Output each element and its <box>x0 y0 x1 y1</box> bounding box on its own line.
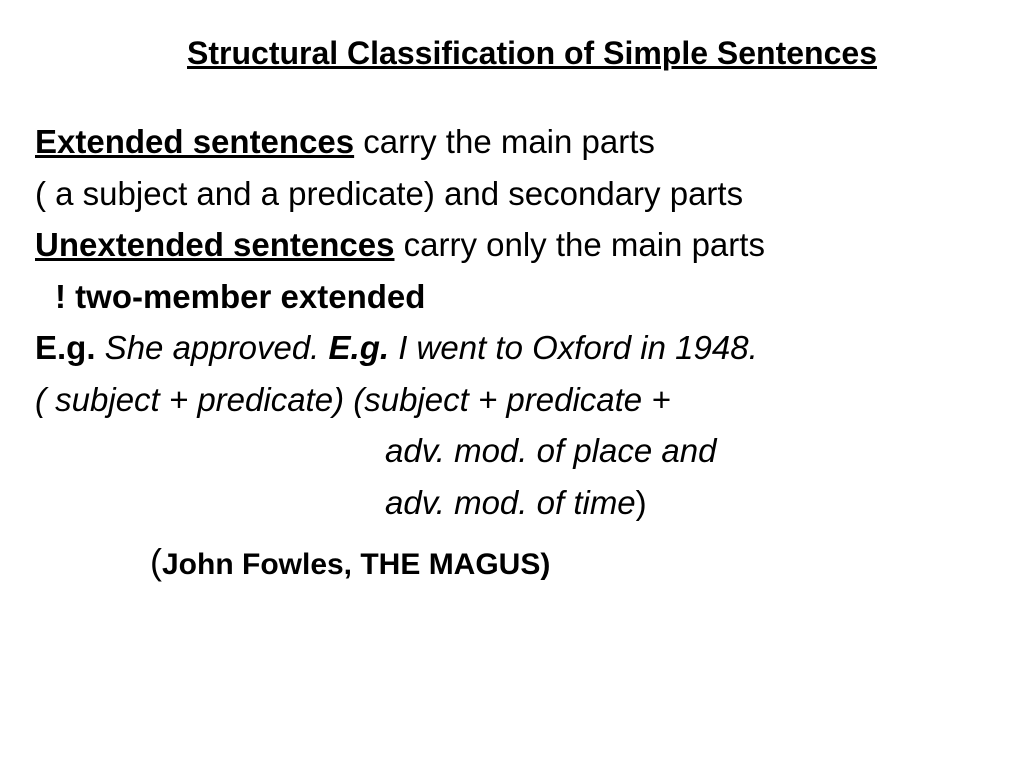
example-1: She approved. <box>96 329 329 366</box>
source-text: John Fowles, THE MAGUS) <box>162 548 550 581</box>
subheading-two-member: ! two-member extended <box>35 272 1004 322</box>
definition-extended-cont: ( a subject and a predicate) and seconda… <box>35 169 1004 219</box>
example-2: I went to Oxford in 1948. <box>389 329 758 366</box>
eg-label-2: E.g. <box>329 329 390 366</box>
page-title: Structural Classification of Simple Sent… <box>60 35 1004 72</box>
structure-line-3: adv. mod. of time) <box>35 478 1004 528</box>
term-unextended: Unextended sentences <box>35 226 394 263</box>
structure-line-3-text: adv. mod. of time <box>385 484 636 521</box>
definition-extended: Extended sentences carry the main parts <box>35 117 1004 167</box>
structure-line-2: adv. mod. of place and <box>35 426 1004 476</box>
source-open-paren: ( <box>150 541 162 582</box>
structure-close-paren: ) <box>636 484 647 521</box>
structure-line-1: ( subject + predicate) (subject + predic… <box>35 375 1004 425</box>
definition-extended-text: carry the main parts <box>354 123 655 160</box>
term-extended: Extended sentences <box>35 123 354 160</box>
examples-line: E.g. She approved. E.g. I went to Oxford… <box>35 323 1004 373</box>
eg-label-1: E.g. <box>35 329 96 366</box>
definition-unextended-text: carry only the main parts <box>394 226 764 263</box>
source-citation: (John Fowles, THE MAGUS) <box>35 535 1004 589</box>
definition-unextended: Unextended sentences carry only the main… <box>35 220 1004 270</box>
